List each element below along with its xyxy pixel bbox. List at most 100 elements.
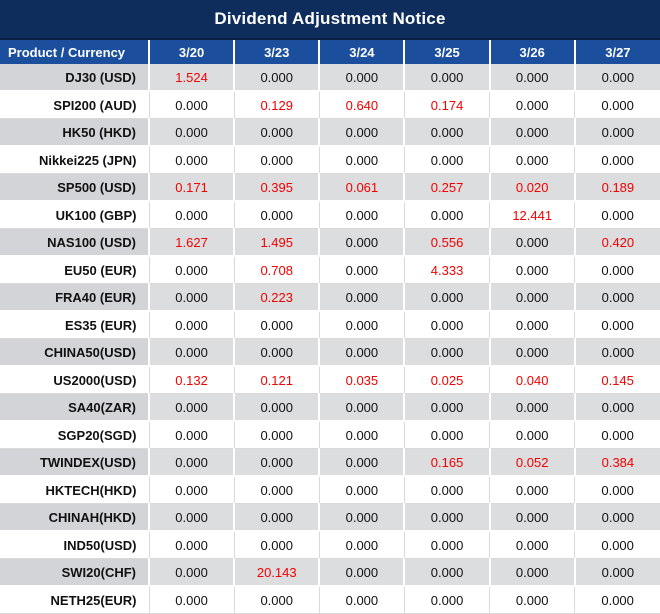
value-cell: 0.000 <box>234 448 321 477</box>
table-body: DJ30 (USD) 1.524 0.000 0.000 0.000 0.000 0.000… <box>0 64 660 614</box>
value-cell: 0.000 <box>234 476 320 504</box>
value-cell: 0.000 <box>404 118 491 147</box>
value-cell: 0.000 <box>489 558 576 587</box>
table-row: NETH25(EUR) 0.000 0.000 0.000 0.000 0.000 0.00… <box>0 586 660 614</box>
table-row: SP500 (USD) 0.171 0.395 0.061 0.257 0.020 0.18… <box>0 173 660 202</box>
table-row: SGP20(SGD) 0.000 0.000 0.000 0.000 0.000 0.000 <box>0 421 660 449</box>
table-row: EU50 (EUR) 0.000 0.708 0.000 4.333 0.000 0.000 <box>0 256 660 284</box>
product-cell: EU50 (EUR) <box>0 256 150 284</box>
product-cell: SWI20(CHF) <box>0 558 150 587</box>
table-row: DJ30 (USD) 1.524 0.000 0.000 0.000 0.000 0.000 <box>0 64 660 92</box>
value-cell: 0.000 <box>489 311 576 339</box>
value-cell: 0.000 <box>234 503 321 532</box>
value-cell: 0.000 <box>149 558 236 587</box>
value-cell: 0.000 <box>489 118 576 147</box>
value-cell: 0.171 <box>149 173 236 202</box>
dividend-table: Product / Currency 3/20 3/23 3/24 3/25 3/26 3… <box>0 40 660 614</box>
value-cell: 0.000 <box>489 283 576 312</box>
value-cell: 0.000 <box>574 201 660 229</box>
value-cell: 0.000 <box>319 421 405 449</box>
value-cell: 0.000 <box>489 338 576 367</box>
table-row: HKTECH(HKD) 0.000 0.000 0.000 0.000 0.000 0.00… <box>0 476 660 504</box>
value-cell: 0.000 <box>234 311 320 339</box>
value-cell: 0.132 <box>149 366 235 394</box>
value-cell: 0.000 <box>149 421 235 449</box>
column-header-date: 3/23 <box>234 40 321 64</box>
value-cell: 0.000 <box>404 421 491 449</box>
product-cell: SGP20(SGD) <box>0 421 150 449</box>
header-row: Product / Currency 3/20 3/23 3/24 3/25 3/26 3… <box>0 40 660 64</box>
table-row: UK100 (GBP) 0.000 0.000 0.000 0.000 12.441 0.0… <box>0 201 660 229</box>
value-cell: 0.129 <box>234 91 320 119</box>
value-cell: 0.223 <box>234 283 321 312</box>
value-cell: 0.000 <box>149 283 236 312</box>
product-cell: CHINA50(USD) <box>0 338 150 367</box>
value-cell: 0.000 <box>319 393 406 422</box>
value-cell: 0.000 <box>149 338 236 367</box>
value-cell: 0.000 <box>574 283 660 312</box>
value-cell: 0.000 <box>149 311 235 339</box>
title-bar: Dividend Adjustment Notice <box>0 0 660 40</box>
value-cell: 0.000 <box>319 531 405 559</box>
value-cell: 0.000 <box>489 146 576 174</box>
value-cell: 0.257 <box>404 173 491 202</box>
value-cell: 0.000 <box>149 531 235 559</box>
value-cell: 0.000 <box>234 146 320 174</box>
table-row: SA40(ZAR) 0.000 0.000 0.000 0.000 0.000 0.000 <box>0 393 660 422</box>
value-cell: 0.000 <box>574 476 660 504</box>
value-cell: 0.000 <box>404 338 491 367</box>
table-row: SPI200 (AUD) 0.000 0.129 0.640 0.174 0.000 0.0… <box>0 91 660 119</box>
value-cell: 0.000 <box>234 338 321 367</box>
value-cell: 0.000 <box>149 201 235 229</box>
value-cell: 0.000 <box>574 503 660 532</box>
column-header-date: 3/26 <box>489 40 576 64</box>
table-row: SWI20(CHF) 0.000 20.143 0.000 0.000 0.000 0.00… <box>0 558 660 587</box>
value-cell: 0.000 <box>149 448 236 477</box>
value-cell: 0.035 <box>319 366 405 394</box>
value-cell: 0.000 <box>234 393 321 422</box>
value-cell: 0.000 <box>489 393 576 422</box>
column-header-date: 3/20 <box>149 40 236 64</box>
value-cell: 0.000 <box>489 91 576 119</box>
value-cell: 0.000 <box>404 503 491 532</box>
column-header-product: Product / Currency <box>0 40 150 64</box>
value-cell: 12.441 <box>489 201 576 229</box>
value-cell: 0.020 <box>489 173 576 202</box>
value-cell: 0.000 <box>404 283 491 312</box>
value-cell: 0.000 <box>574 338 660 367</box>
value-cell: 0.000 <box>319 256 405 284</box>
product-cell: HKTECH(HKD) <box>0 476 150 504</box>
value-cell: 0.000 <box>404 586 491 614</box>
product-cell: TWINDEX(USD) <box>0 448 150 477</box>
value-cell: 20.143 <box>234 558 321 587</box>
product-cell: DJ30 (USD) <box>0 64 150 92</box>
product-cell: NAS100 (USD) <box>0 228 150 257</box>
value-cell: 0.000 <box>574 558 660 587</box>
value-cell: 0.000 <box>319 503 406 532</box>
product-cell: SPI200 (AUD) <box>0 91 150 119</box>
table-row: NAS100 (USD) 1.627 1.495 0.000 0.556 0.000 0.4… <box>0 228 660 257</box>
value-cell: 0.000 <box>489 64 576 92</box>
value-cell: 0.189 <box>574 173 660 202</box>
value-cell: 0.000 <box>319 558 406 587</box>
value-cell: 0.000 <box>234 586 320 614</box>
value-cell: 1.627 <box>149 228 236 257</box>
value-cell: 0.000 <box>149 476 235 504</box>
value-cell: 0.000 <box>319 476 405 504</box>
value-cell: 0.395 <box>234 173 321 202</box>
table-row: TWINDEX(USD) 0.000 0.000 0.000 0.165 0.052 0.3… <box>0 448 660 477</box>
column-header-date: 3/27 <box>574 40 660 64</box>
value-cell: 0.000 <box>574 586 660 614</box>
value-cell: 0.000 <box>234 201 320 229</box>
table-row: FRA40 (EUR) 0.000 0.223 0.000 0.000 0.000 0.00… <box>0 283 660 312</box>
value-cell: 0.000 <box>319 228 406 257</box>
value-cell: 0.000 <box>319 201 405 229</box>
value-cell: 0.640 <box>319 91 405 119</box>
value-cell: 0.000 <box>574 256 660 284</box>
value-cell: 0.000 <box>149 503 236 532</box>
product-cell: US2000(USD) <box>0 366 150 394</box>
value-cell: 0.121 <box>234 366 320 394</box>
value-cell: 0.000 <box>404 393 491 422</box>
value-cell: 0.000 <box>404 201 491 229</box>
value-cell: 1.524 <box>149 64 236 92</box>
